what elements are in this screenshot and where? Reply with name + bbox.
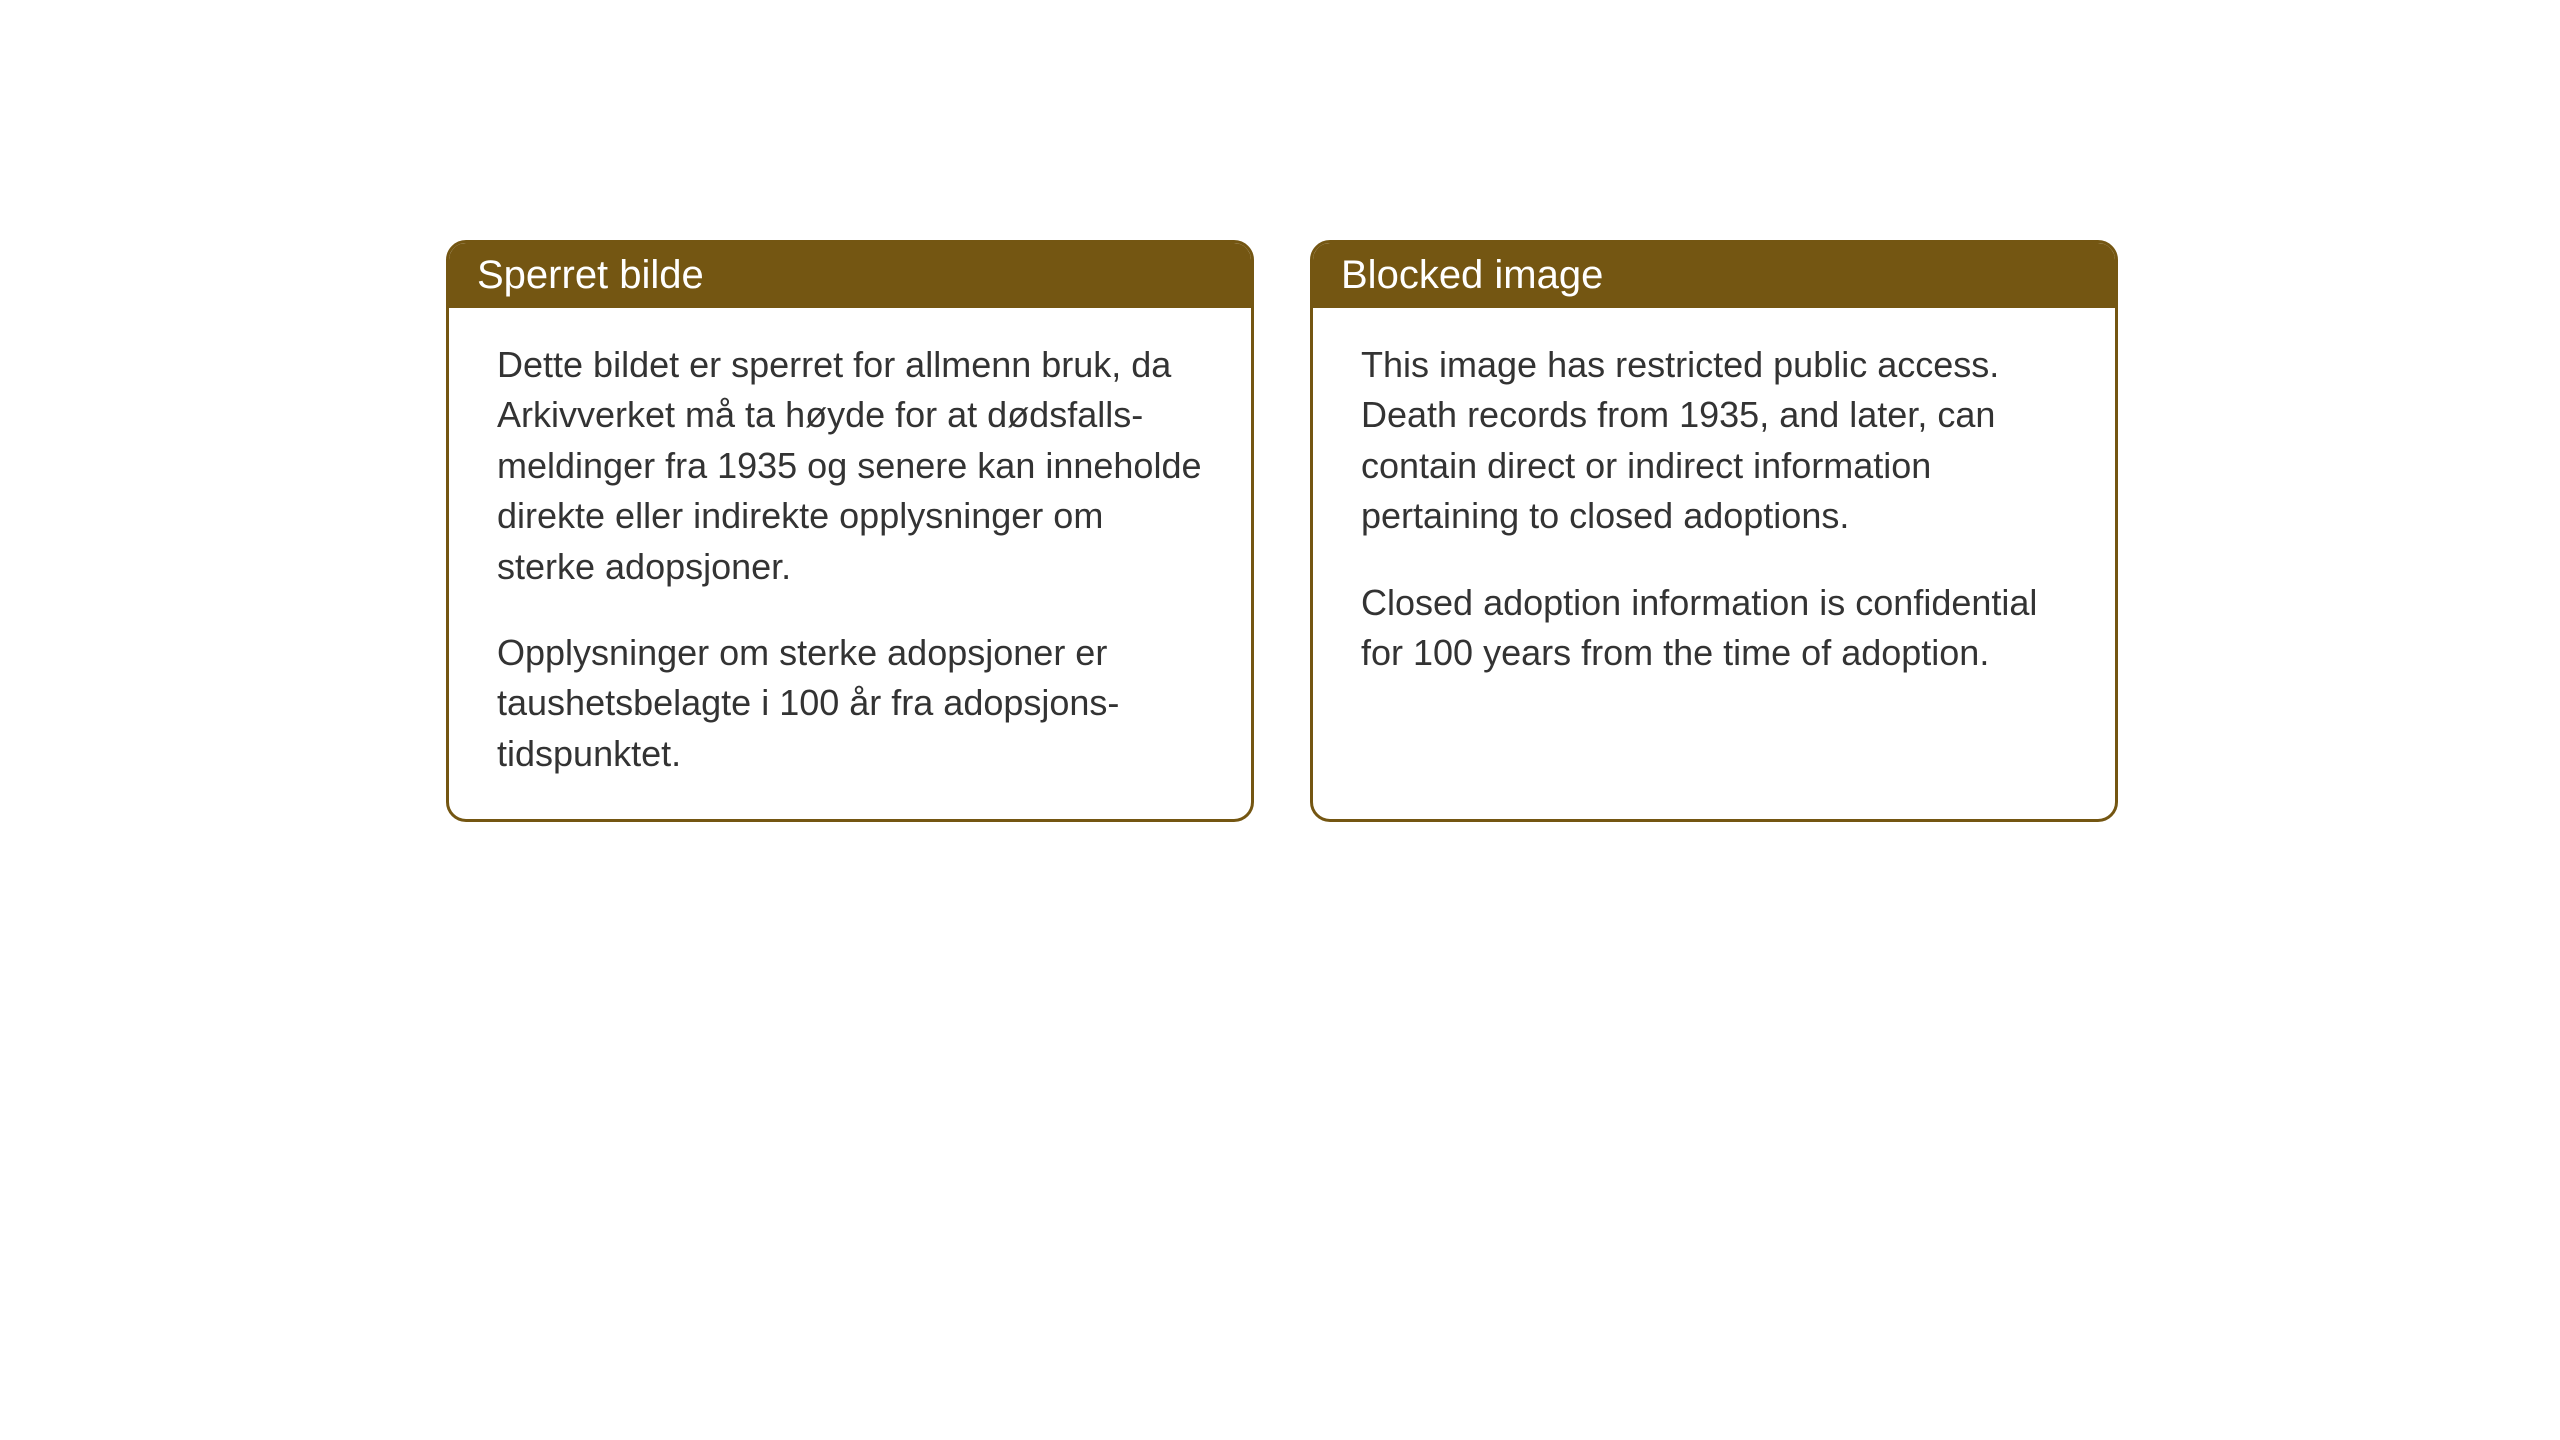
notice-title-english: Blocked image — [1341, 253, 1603, 297]
notice-box-english: Blocked image This image has restricted … — [1310, 240, 2118, 822]
notice-header-english: Blocked image — [1313, 243, 2115, 308]
notice-header-norwegian: Sperret bilde — [449, 243, 1251, 308]
notice-paragraph-1-english: This image has restricted public access.… — [1361, 340, 2067, 542]
notice-paragraph-1-norwegian: Dette bildet er sperret for allmenn bruk… — [497, 340, 1203, 592]
notice-paragraph-2-norwegian: Opplysninger om sterke adopsjoner er tau… — [497, 628, 1203, 779]
notice-body-english: This image has restricted public access.… — [1313, 308, 2115, 718]
notice-title-norwegian: Sperret bilde — [477, 253, 704, 297]
notice-container: Sperret bilde Dette bildet er sperret fo… — [446, 240, 2118, 822]
notice-paragraph-2-english: Closed adoption information is confident… — [1361, 578, 2067, 679]
notice-box-norwegian: Sperret bilde Dette bildet er sperret fo… — [446, 240, 1254, 822]
notice-body-norwegian: Dette bildet er sperret for allmenn bruk… — [449, 308, 1251, 819]
